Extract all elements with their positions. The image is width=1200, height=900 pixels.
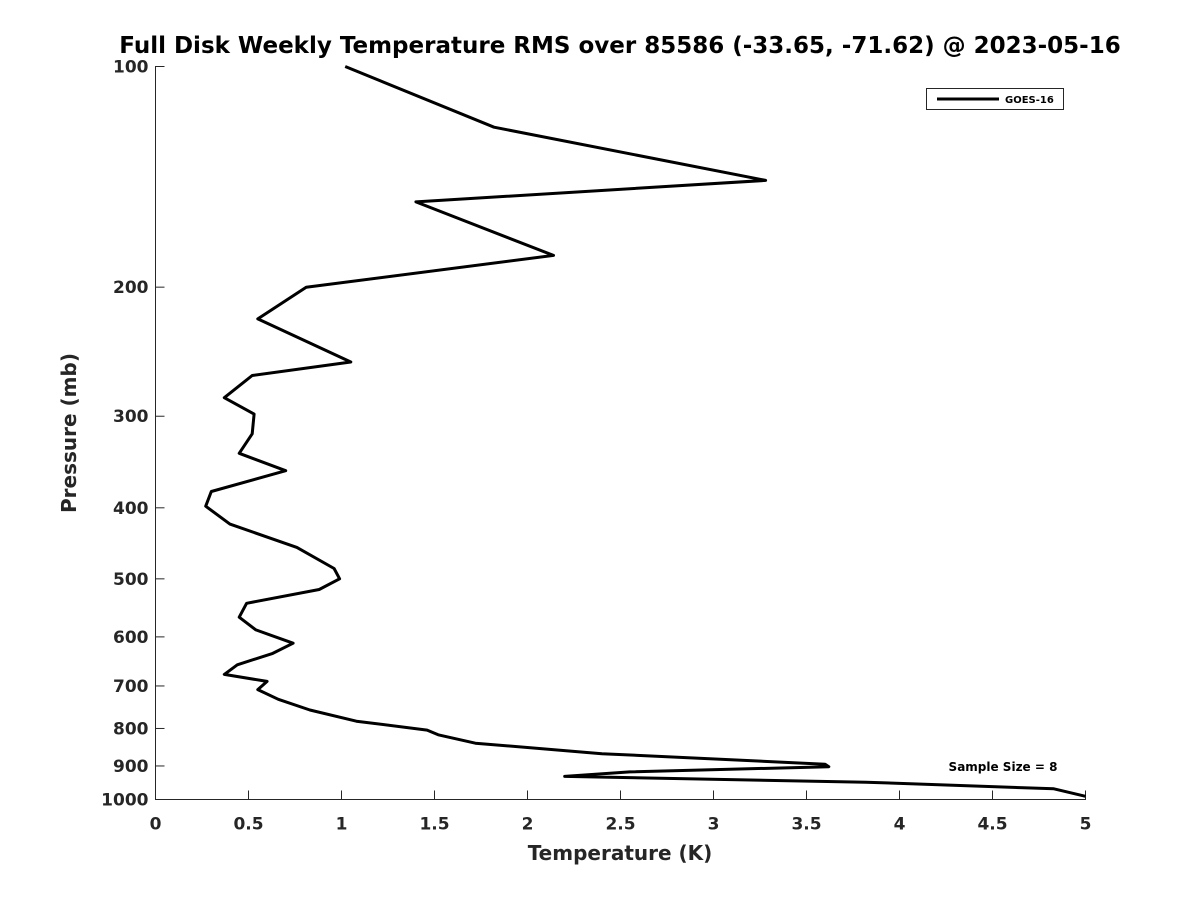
x-tick-label: 5 <box>1080 815 1092 835</box>
y-tick-label: 700 <box>113 677 149 697</box>
x-tick-label: 0 <box>150 815 162 835</box>
y-tick-label: 800 <box>113 719 149 739</box>
y-tick-label: 200 <box>113 278 149 298</box>
x-tick-label: 3.5 <box>791 815 821 835</box>
series-line-goes-16 <box>204 65 1086 798</box>
x-tick-label: 1 <box>336 815 348 835</box>
y-axis-label: Pressure (mb) <box>57 353 81 513</box>
x-tick-label: 0.5 <box>233 815 263 835</box>
y-tick-label: 1000 <box>101 791 148 811</box>
y-tick-label: 900 <box>113 757 149 777</box>
x-tick-label: 3 <box>708 815 720 835</box>
x-axis-label: Temperature (K) <box>528 841 713 865</box>
y-tick-label: 300 <box>113 407 149 427</box>
y-tick-label: 400 <box>113 499 149 519</box>
chart-title: Full Disk Weekly Temperature RMS over 85… <box>119 33 1121 59</box>
legend-label: GOES-16 <box>1005 95 1054 106</box>
y-ticks: 100 200 300 400 500 600 700 800 900 1000 <box>101 58 165 811</box>
x-tick-label: 2.5 <box>605 815 635 835</box>
x-tick-label: 4 <box>894 815 906 835</box>
sample-size-annotation: Sample Size = 8 <box>949 760 1058 774</box>
x-ticks: 0 0.5 1 1.5 2 2.5 3 3.5 4 4.5 5 <box>150 790 1092 835</box>
legend: GOES-16 <box>926 88 1064 110</box>
y-tick-label: 500 <box>113 570 149 590</box>
y-tick-label: 100 <box>113 58 149 78</box>
y-tick-label: 600 <box>113 628 149 648</box>
x-tick-label: 2 <box>522 815 534 835</box>
x-tick-label: 4.5 <box>977 815 1007 835</box>
x-tick-label: 1.5 <box>419 815 449 835</box>
plot-area <box>156 67 1086 800</box>
